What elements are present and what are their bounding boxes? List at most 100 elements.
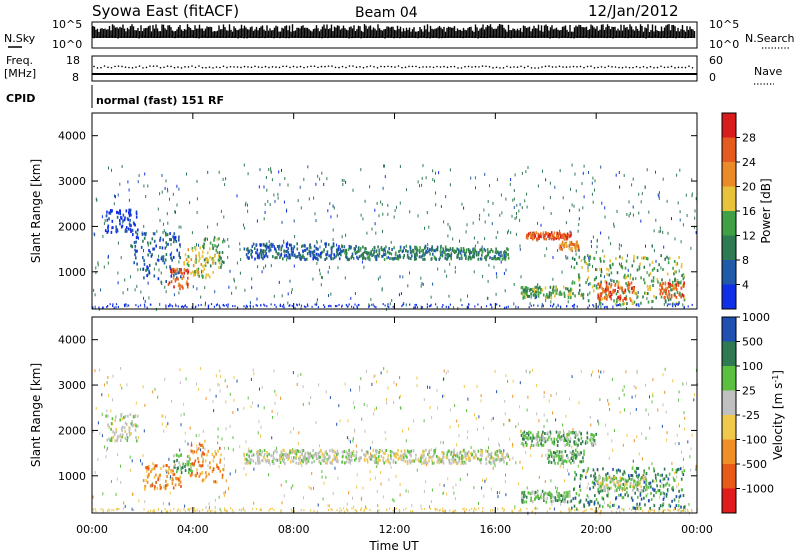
echo-region-cell: [674, 292, 676, 296]
ground-scatter-cell: [135, 304, 137, 307]
range-gate-cell: [137, 268, 139, 272]
echo-region-cell: [557, 434, 559, 438]
range-gate-cell: [421, 183, 423, 187]
echo-region-cell: [413, 459, 416, 463]
nave-dot: [247, 66, 249, 68]
range-gate-cell: [633, 439, 635, 443]
range-gate-cell: [695, 197, 697, 201]
echo-region-cell: [505, 251, 507, 255]
echo-region-cell: [387, 460, 390, 464]
range-gate-cell: [430, 295, 432, 299]
search-noise-dot: [192, 35, 194, 37]
search-noise-dot: [423, 35, 425, 38]
echo-region-cell: [576, 433, 579, 437]
range-gate-cell: [279, 183, 281, 187]
search-noise-dot: [117, 37, 119, 39]
range-gate-cell: [92, 495, 94, 499]
echo-region-cell: [173, 465, 176, 469]
echo-region-cell: [373, 251, 375, 255]
range-gate-cell: [339, 419, 341, 423]
echo-region-cell: [286, 242, 289, 246]
range-gate-cell: [222, 177, 224, 181]
range-gate-cell: [136, 284, 138, 288]
echo-region-cell: [206, 258, 208, 262]
echo-region-cell: [166, 483, 168, 487]
range-gate-cell: [278, 170, 280, 174]
range-gate-cell: [162, 231, 164, 235]
echo-region-cell: [180, 467, 182, 471]
range-gate-cell: [153, 267, 155, 271]
nave-dot: [163, 66, 165, 69]
range-gate-cell: [641, 192, 643, 196]
echo-region-cell: [605, 281, 608, 285]
echo-region-cell: [354, 251, 357, 255]
echo-region-cell: [276, 450, 278, 454]
range-gate-cell: [273, 193, 275, 197]
range-gate-cell: [374, 408, 376, 412]
echo-region-cell: [549, 285, 552, 289]
range-gate-cell: [567, 256, 569, 260]
cpid-value: normal (fast) 151 RF: [96, 94, 224, 107]
range-gate-cell: [664, 367, 666, 371]
range-gate-cell: [315, 182, 317, 186]
nave-dot: [222, 65, 225, 68]
echo-region-cell: [553, 437, 556, 441]
range-gate-cell: [503, 272, 505, 275]
echo-region-cell: [191, 462, 194, 466]
echo-region-cell: [595, 286, 598, 290]
echo-region-cell: [122, 433, 124, 437]
ground-scatter-cell: [667, 303, 669, 306]
ground-scatter-cell: [347, 305, 349, 308]
range-gate-cell: [334, 466, 336, 470]
echo-region-cell: [288, 253, 291, 257]
echo-region-cell: [351, 252, 354, 256]
echo-region-cell: [507, 248, 509, 252]
echo-region-cell: [135, 212, 138, 216]
search-noise-dot: [195, 36, 197, 39]
echo-region-cell: [485, 457, 487, 461]
echo-region-cell: [421, 456, 424, 459]
range-gate-cell: [682, 223, 684, 227]
range-gate-cell: [442, 441, 444, 445]
echo-region-cell: [293, 245, 296, 249]
echo-region-cell: [430, 247, 433, 251]
search-noise-dot: [231, 36, 233, 38]
echo-region-cell: [150, 470, 152, 474]
search-noise-dot: [210, 36, 212, 38]
ground-scatter-cell: [170, 304, 172, 307]
echo-region-cell: [450, 450, 453, 454]
echo-region-cell: [333, 253, 335, 257]
range-gate-cell: [356, 473, 358, 477]
range-gate-cell: [269, 463, 271, 466]
range-gate-cell: [196, 382, 197, 386]
echo-region-cell: [143, 236, 146, 240]
range-gate-cell: [488, 213, 490, 217]
echo-region-cell: [213, 480, 215, 484]
echo-region-cell: [557, 440, 559, 444]
nave-dot: [684, 66, 687, 69]
echo-region-cell: [281, 452, 283, 456]
range-gate-cell: [507, 379, 509, 383]
range-gate-cell: [382, 229, 383, 233]
sky-noise-trace: [92, 24, 696, 38]
echo-region-cell: [131, 245, 133, 249]
ground-scatter-cell: [638, 305, 640, 308]
range-gate-cell: [323, 481, 325, 485]
echo-region-cell: [135, 210, 138, 214]
range-gate-cell: [316, 241, 318, 245]
echo-region-cell: [540, 235, 542, 239]
range-gate-cell: [376, 380, 377, 384]
echo-region-cell: [338, 252, 341, 255]
search-noise-dot: [129, 36, 131, 38]
echo-region-cell: [418, 249, 421, 252]
range-gate-cell: [588, 495, 590, 499]
sky-panel-frame: [91, 21, 698, 49]
range-gate-cell: [447, 477, 449, 481]
ground-scatter-cell: [566, 305, 568, 308]
echo-region-cell: [525, 290, 528, 294]
echo-region-cell: [107, 226, 109, 230]
ground-scatter-cell: [144, 305, 146, 308]
range-gate-cell: [369, 470, 371, 474]
range-gate-cell: [320, 283, 322, 287]
range-gate-cell: [110, 480, 112, 483]
